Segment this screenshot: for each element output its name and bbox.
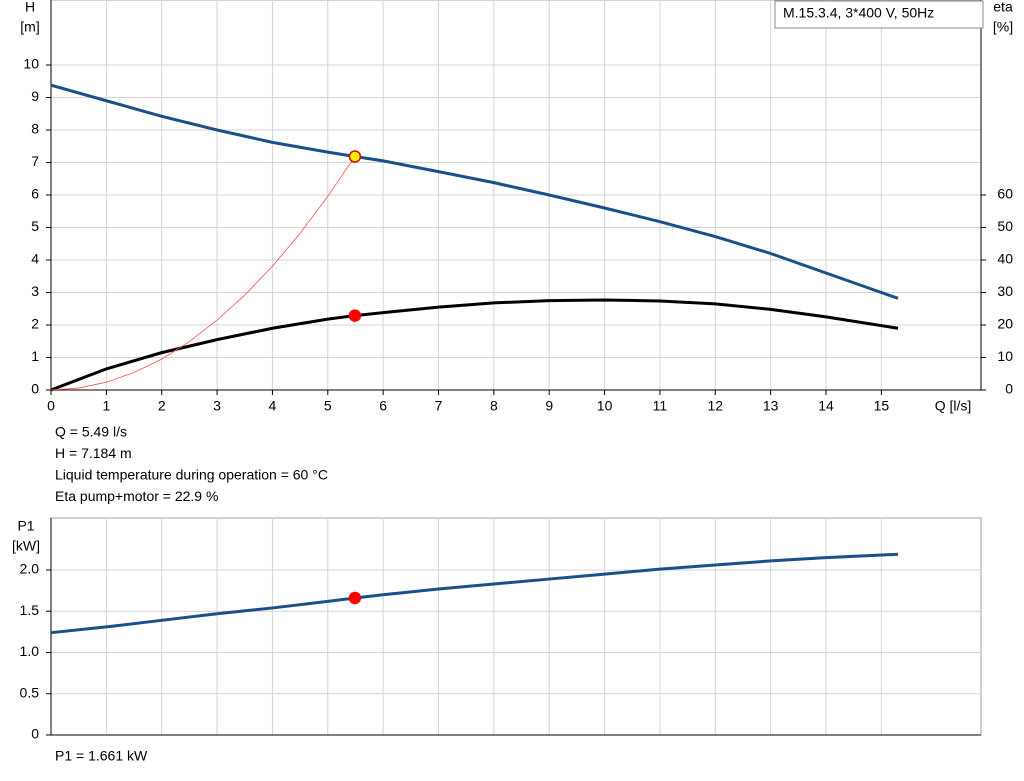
x-tick-label: 3 <box>213 398 221 414</box>
annotation: Eta pump+motor = 22.9 % <box>55 488 218 504</box>
y-tick-label: 8 <box>31 121 39 137</box>
annotation: Q = 5.49 l/s <box>55 424 127 440</box>
annotation: Liquid temperature during operation = 60… <box>55 467 328 483</box>
y2-tick-label: 30 <box>997 283 1013 299</box>
x-tick-label: 2 <box>158 398 166 414</box>
y-tick-label: 1 <box>31 348 39 364</box>
x-tick-label: 12 <box>707 398 723 414</box>
y-tick-label: 9 <box>31 88 39 104</box>
annotation: P1 = 1.661 kW <box>55 748 148 764</box>
x-tick-label: 13 <box>763 398 779 414</box>
x-tick-label: 7 <box>435 398 443 414</box>
y2-axis-label: eta <box>993 0 1013 15</box>
y-tick-label: 0 <box>31 726 39 742</box>
info-box <box>774 0 984 29</box>
x-axis-label: Q [l/s] <box>935 398 972 414</box>
operating-point <box>348 591 362 605</box>
y-tick-label: 2.0 <box>20 561 40 577</box>
y-tick-label: 7 <box>31 153 39 169</box>
y-tick-label: 6 <box>31 186 39 202</box>
x-tick-label: 14 <box>818 398 834 414</box>
operating-point <box>348 150 362 163</box>
x-tick-label: 15 <box>874 398 890 414</box>
x-tick-label: 1 <box>102 398 110 414</box>
y-tick-label: 5 <box>31 218 39 234</box>
y-tick-label: 10 <box>23 56 39 72</box>
y2-tick-label: 50 <box>997 218 1013 234</box>
y-axis-label: P1 <box>17 518 34 534</box>
y2-tick-label: 40 <box>997 251 1013 267</box>
y-tick-label: 1.0 <box>20 643 40 659</box>
x-tick-label: 8 <box>490 398 498 414</box>
plot-area <box>50 517 982 736</box>
x-tick-label: 11 <box>653 398 668 414</box>
series-line <box>50 298 899 392</box>
y2-tick-label: 10 <box>997 348 1013 364</box>
y-tick-label: 3 <box>31 283 39 299</box>
info-box-text: M.15.3.4, 3*400 V, 50Hz <box>783 5 934 21</box>
y-tick-label: 0.5 <box>20 684 40 700</box>
y-tick-label: 2 <box>31 316 39 332</box>
y-axis-label: [kW] <box>12 538 40 554</box>
y-tick-label: 1.5 <box>20 602 40 618</box>
y-axis-label: H <box>25 0 35 15</box>
x-tick-label: 5 <box>324 398 332 414</box>
y-axis-label: [m] <box>20 19 39 35</box>
y2-axis-label: [%] <box>993 19 1013 35</box>
series-line <box>50 83 899 300</box>
operating-point <box>348 309 362 322</box>
x-tick-label: 9 <box>545 398 553 414</box>
x-tick-label: 4 <box>269 398 277 414</box>
y-tick-label: 4 <box>31 251 39 267</box>
y2-tick-label: 0 <box>1005 381 1013 397</box>
x-tick-label: 6 <box>379 398 387 414</box>
y-tick-label: 0 <box>31 381 39 397</box>
series-line <box>50 156 356 391</box>
series-line <box>50 552 899 635</box>
y2-tick-label: 20 <box>997 316 1013 332</box>
annotation: H = 7.184 m <box>55 445 132 461</box>
x-tick-label: 0 <box>47 398 55 414</box>
x-tick-label: 10 <box>597 398 613 414</box>
y2-tick-label: 60 <box>997 186 1013 202</box>
